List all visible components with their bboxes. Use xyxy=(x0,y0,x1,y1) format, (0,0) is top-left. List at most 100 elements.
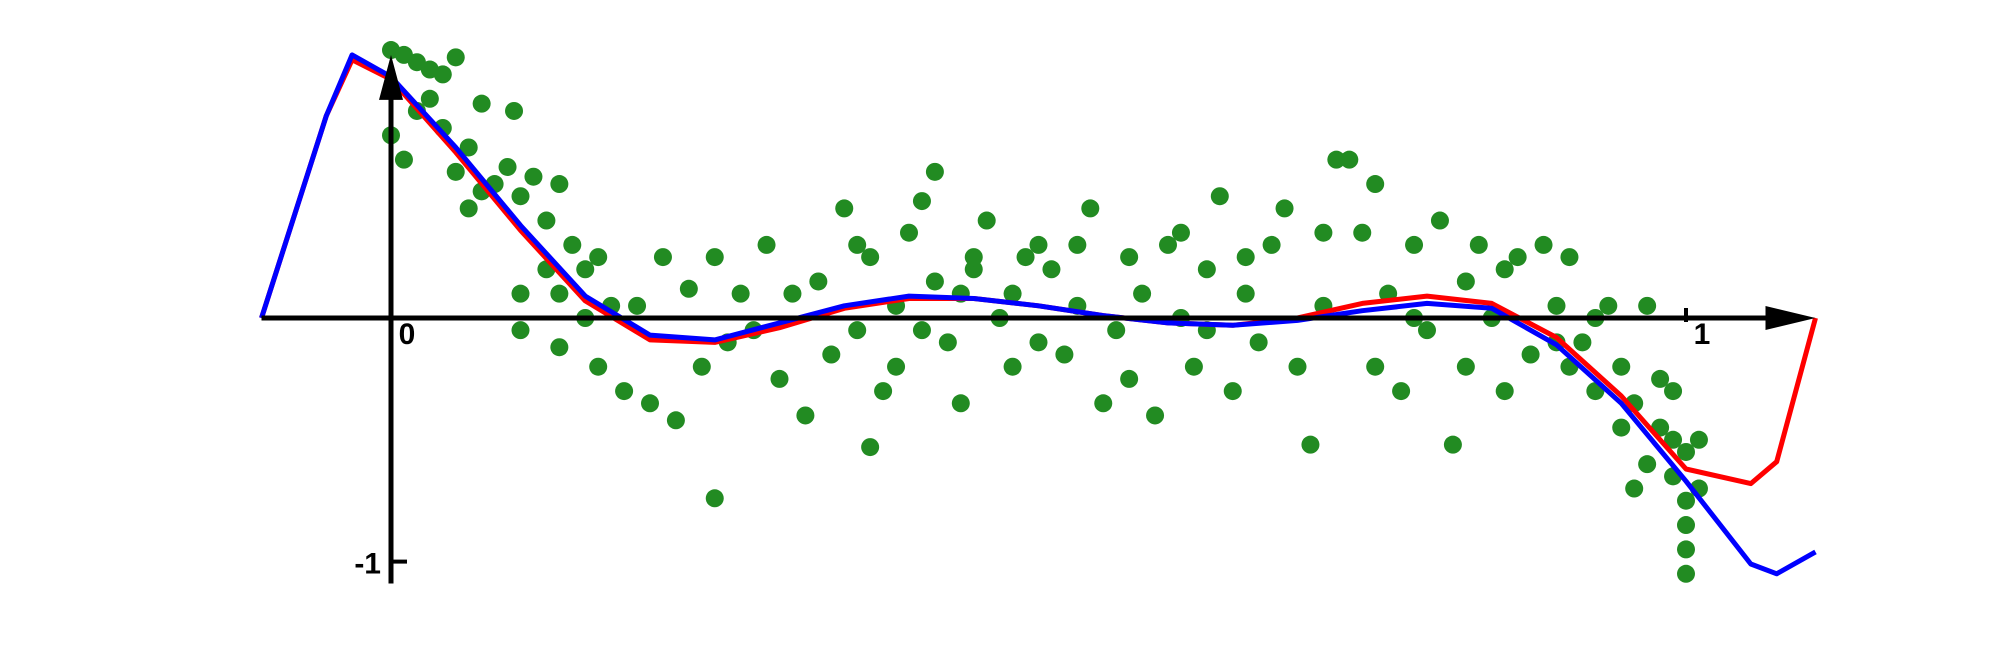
scatter-point xyxy=(1107,321,1126,340)
scatter-point xyxy=(1184,357,1203,376)
scatter-point xyxy=(951,394,970,413)
scatter-point xyxy=(433,65,452,84)
scatter-point xyxy=(861,248,880,267)
scatter-point xyxy=(1508,248,1527,267)
scatter-point xyxy=(1340,150,1359,169)
scatter-point xyxy=(1495,260,1514,279)
scatter-point xyxy=(1120,248,1139,267)
scatter-point xyxy=(925,162,944,181)
scatter-point xyxy=(1573,333,1592,352)
scatter-point xyxy=(1418,321,1436,340)
scatter-point xyxy=(809,272,828,291)
scatter-point xyxy=(653,248,672,267)
scatter-point xyxy=(511,321,530,340)
scatter-point xyxy=(420,89,439,108)
scatter-point xyxy=(796,406,815,425)
scatter-point xyxy=(887,357,906,376)
scatter-point xyxy=(1003,284,1022,303)
scatter-point xyxy=(446,48,465,67)
scatter-point xyxy=(615,382,634,401)
y-tick-label: -1 xyxy=(354,548,381,581)
scatter-point xyxy=(1638,296,1657,315)
fit-curve xyxy=(259,52,1817,577)
scatter-point xyxy=(1664,382,1683,401)
scatter-point xyxy=(1353,223,1372,242)
scatter-point xyxy=(977,211,996,230)
scatter-point xyxy=(1327,150,1346,169)
scatter-point xyxy=(1081,199,1100,218)
scatter-point xyxy=(1534,235,1553,254)
scatter-point xyxy=(1003,357,1022,376)
scatter-point xyxy=(1029,235,1048,254)
scatter-point xyxy=(1068,235,1087,254)
scatter-point xyxy=(1677,516,1695,535)
scatter-point xyxy=(1469,235,1488,254)
scatter-point xyxy=(459,199,478,218)
scatter-point xyxy=(1612,418,1631,437)
scatter-point xyxy=(1677,442,1695,461)
scatter-point xyxy=(938,333,957,352)
x-axis-arrow xyxy=(1765,306,1816,330)
scatter-point xyxy=(576,260,595,279)
scatter-point xyxy=(1456,357,1475,376)
scatter-point xyxy=(1456,272,1475,291)
scatter-point xyxy=(705,248,724,267)
scatter-point xyxy=(1159,235,1177,254)
scatter-point xyxy=(1094,394,1113,413)
scatter-point xyxy=(1599,296,1618,315)
scatter-point xyxy=(459,138,478,157)
scatter-point xyxy=(848,321,867,340)
scatter-point xyxy=(1133,284,1152,303)
scatter-point xyxy=(1236,284,1255,303)
x-tick-label: 0 xyxy=(399,318,416,351)
scatter-point xyxy=(731,284,750,303)
scatter-point xyxy=(705,489,724,508)
scatter-point xyxy=(524,167,543,186)
scatter-point xyxy=(1547,296,1566,315)
scatter-point xyxy=(1314,223,1333,242)
scatter-point xyxy=(511,187,530,206)
scatter-point xyxy=(1405,235,1424,254)
scatter-point xyxy=(1301,435,1320,454)
scatter-point xyxy=(505,101,524,120)
scatter-point xyxy=(964,248,983,267)
fit-curve xyxy=(259,57,1818,487)
scatter-point xyxy=(1029,333,1048,352)
scatter-point xyxy=(1677,564,1695,583)
scatter-point xyxy=(1016,248,1035,267)
scatter-point xyxy=(679,279,698,298)
scatter-point xyxy=(1366,357,1385,376)
scatter-point xyxy=(1689,430,1708,449)
scatter-point xyxy=(1495,382,1514,401)
scatter-point xyxy=(1171,223,1190,242)
scatter-point xyxy=(1625,479,1644,498)
scatter-point xyxy=(1223,382,1242,401)
scatter-point xyxy=(835,199,854,218)
scatter-point xyxy=(1262,235,1281,254)
scatter-point xyxy=(641,394,659,413)
scatter-points xyxy=(382,41,1708,583)
scatter-point xyxy=(1664,430,1683,449)
scatter-point xyxy=(757,235,776,254)
scatter-point xyxy=(900,223,918,242)
scatter-point xyxy=(563,235,582,254)
scatter-point xyxy=(1443,435,1462,454)
scatter-point xyxy=(1288,357,1307,376)
scatter-point xyxy=(1430,211,1449,230)
scatter-point xyxy=(472,94,491,113)
scatter-point xyxy=(1275,199,1294,218)
scatter-point xyxy=(1677,491,1695,510)
scatter-point xyxy=(1055,345,1074,364)
scatter-point xyxy=(666,411,685,430)
scatter-point xyxy=(1210,187,1229,206)
scatter-point xyxy=(822,345,841,364)
scatter-point xyxy=(550,284,569,303)
scatter-point xyxy=(692,357,711,376)
scatter-point xyxy=(589,248,608,267)
scatter-point xyxy=(1120,369,1139,388)
scatter-point xyxy=(446,162,465,181)
scatter-point xyxy=(1638,455,1657,474)
scatter-point xyxy=(848,235,867,254)
